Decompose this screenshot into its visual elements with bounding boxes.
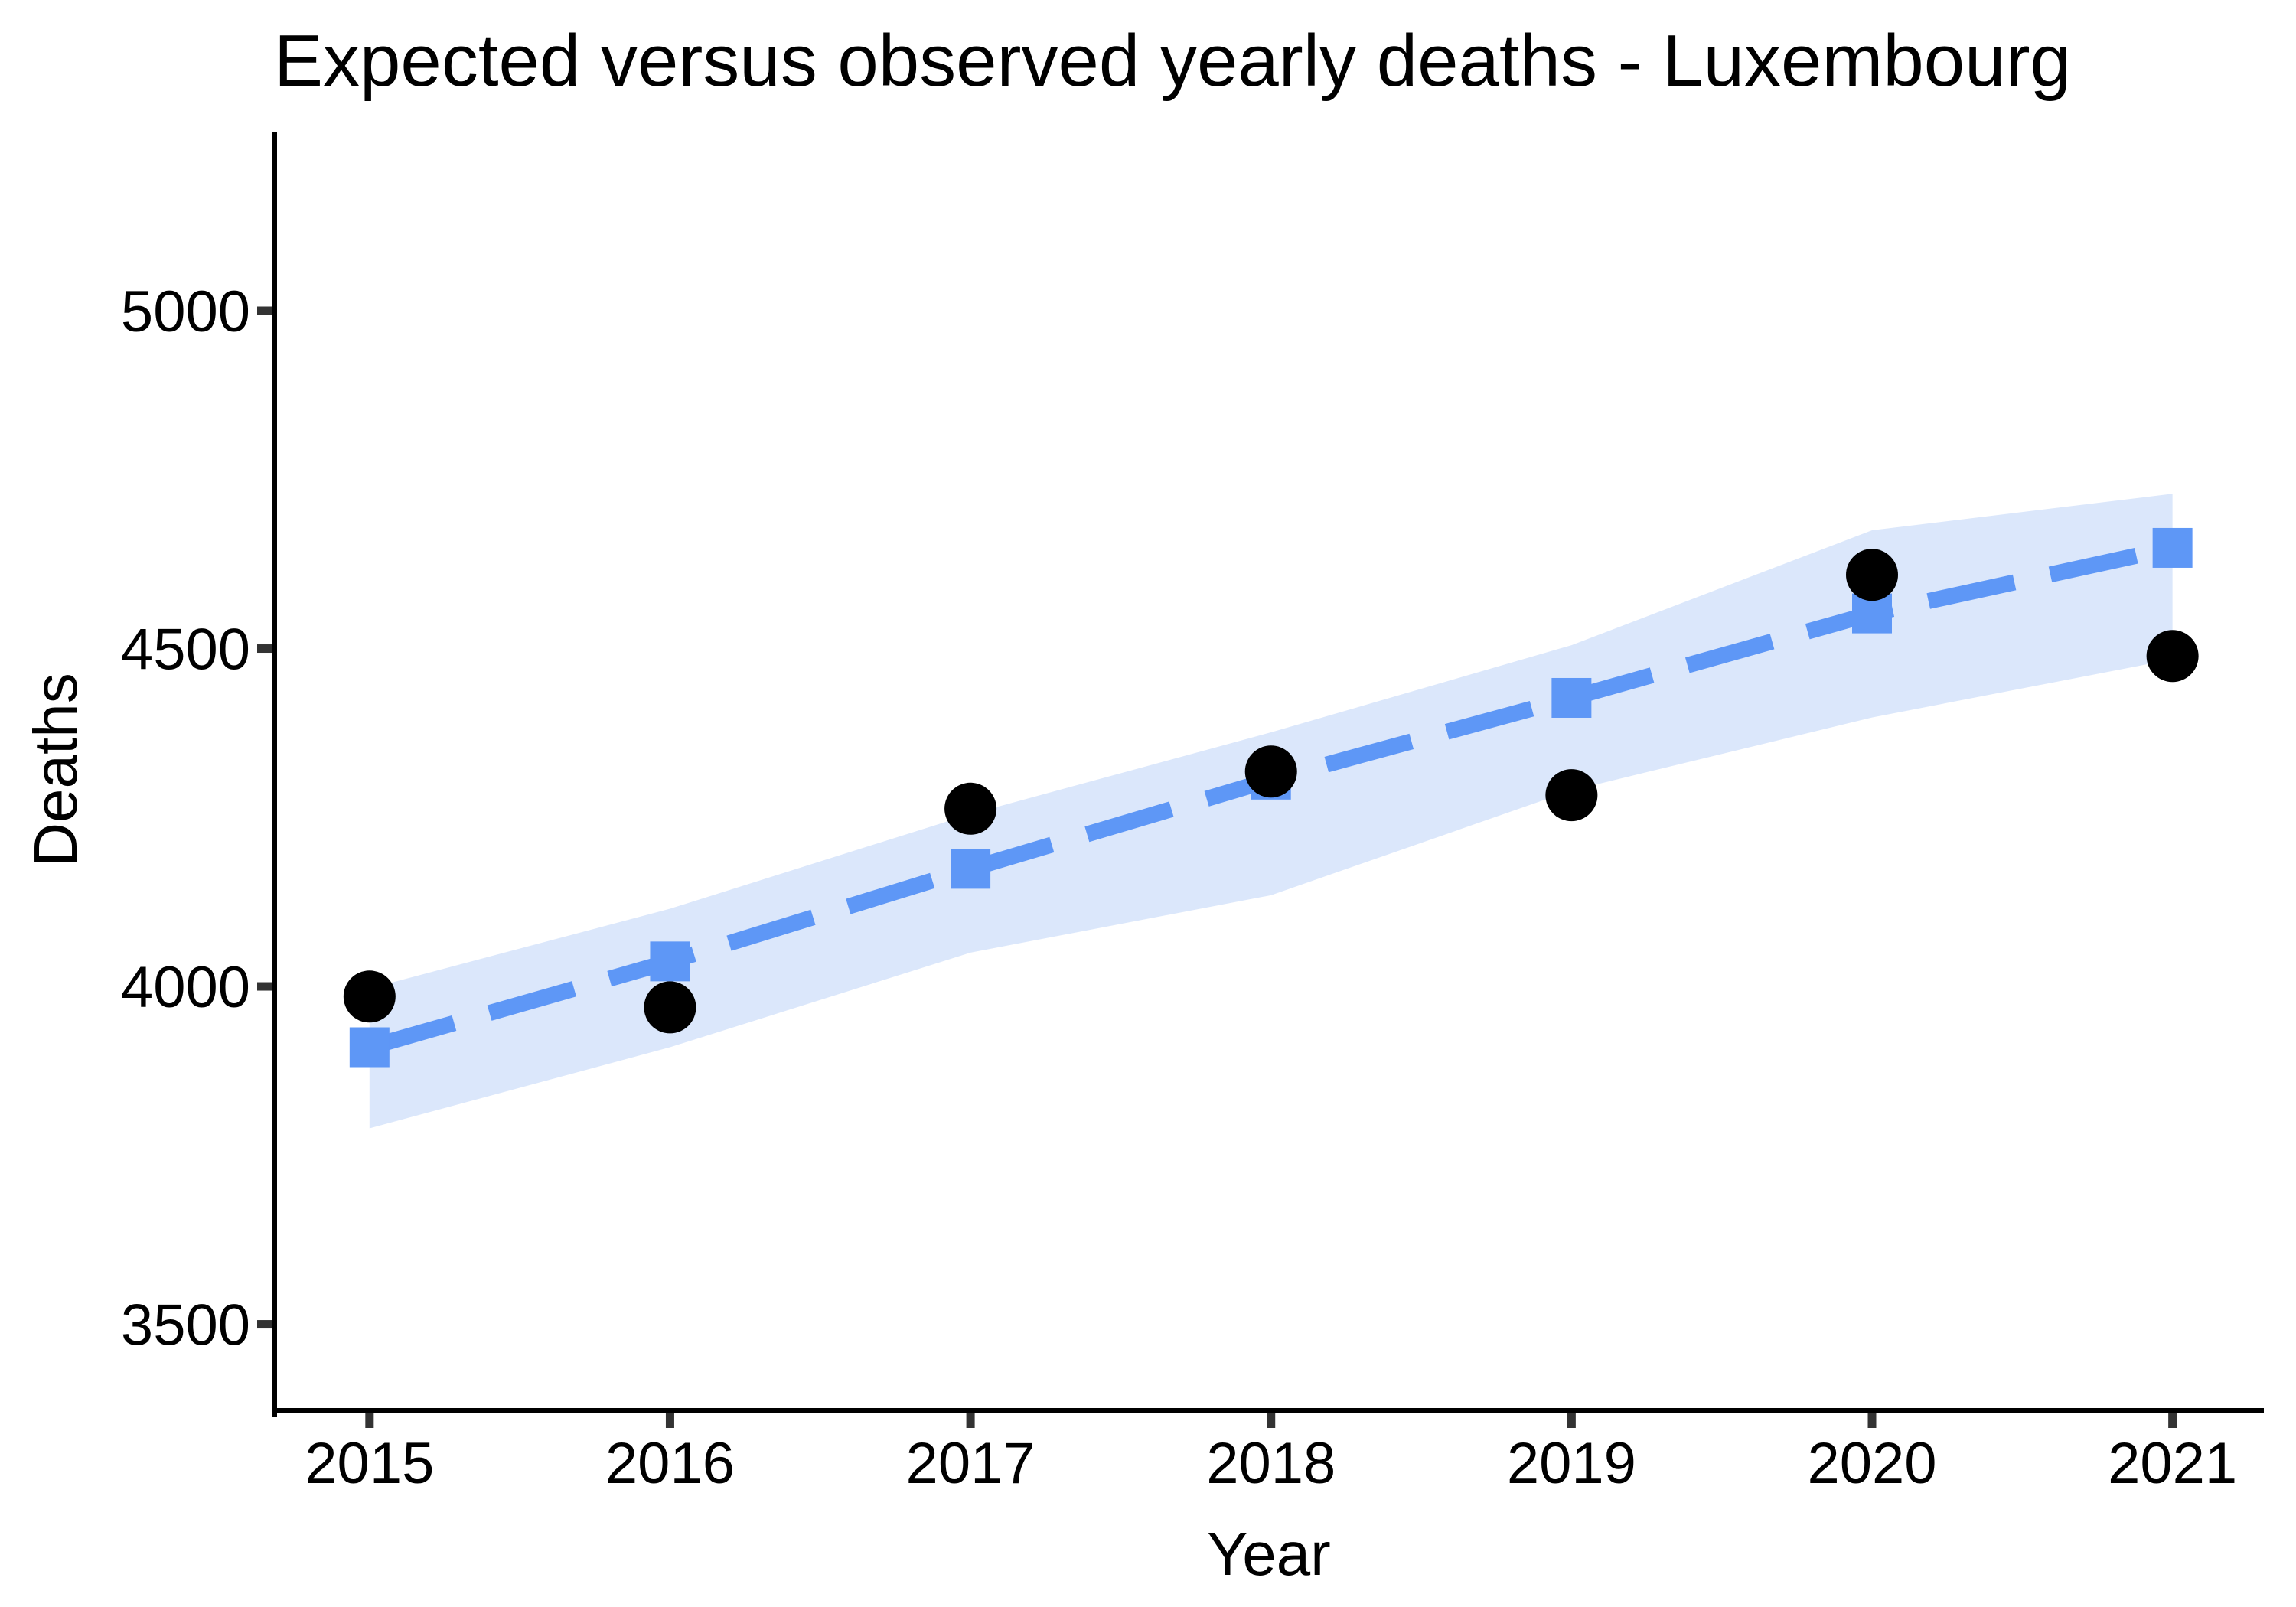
x-tick-label-2019: 2019 <box>1507 1431 1636 1496</box>
y-tick-label-4000: 4000 <box>121 955 250 1020</box>
expected-point-2021 <box>2152 527 2193 568</box>
y-tick-label-3500: 3500 <box>121 1293 250 1358</box>
y-tick-label-4500: 4500 <box>121 618 250 683</box>
x-tick-label-2021: 2021 <box>2108 1431 2237 1496</box>
x-tick-label-2018: 2018 <box>1206 1431 1336 1496</box>
observed-point-2018 <box>1244 745 1297 798</box>
observed-point-2015 <box>343 970 396 1023</box>
expected-point-2015 <box>349 1027 390 1068</box>
x-tick-label-2015: 2015 <box>305 1431 434 1496</box>
expected-point-2017 <box>951 849 991 889</box>
observed-point-2016 <box>644 981 696 1034</box>
expected-point-2016 <box>650 941 690 982</box>
plot-area: 3500 4000 4500 5000 2015 2016 2017 2018 2019 2020… <box>121 132 2264 1496</box>
x-tick-label-2020: 2020 <box>1807 1431 1936 1496</box>
chart-title: Expected versus observed yearly deaths -… <box>274 20 2071 102</box>
y-axis-title: Deaths <box>21 673 90 866</box>
x-axis-title: Year <box>1207 1520 1331 1588</box>
x-tick-2018 <box>1267 1413 1276 1428</box>
y-axis-line <box>272 132 277 1417</box>
y-tick-3500 <box>257 1320 272 1329</box>
y-tick-label-5000: 5000 <box>121 279 250 344</box>
observed-point-2020 <box>1846 549 1899 601</box>
x-axis-line <box>272 1408 2264 1413</box>
confidence-band <box>369 494 2173 1129</box>
x-tick-label-2017: 2017 <box>906 1431 1035 1496</box>
x-tick-2015 <box>365 1413 374 1428</box>
x-tick-2017 <box>966 1413 975 1428</box>
observed-point-2019 <box>1545 769 1598 822</box>
x-tick-label-2016: 2016 <box>605 1431 735 1496</box>
y-tick-4000 <box>257 982 272 991</box>
y-tick-5000 <box>257 306 272 315</box>
observed-point-2017 <box>944 782 997 835</box>
expected-point-2019 <box>1551 677 1592 718</box>
observed-point-2021 <box>2146 630 2199 683</box>
x-tick-2020 <box>1867 1413 1877 1428</box>
x-tick-2021 <box>2168 1413 2177 1428</box>
y-tick-4500 <box>257 644 272 654</box>
x-tick-2019 <box>1567 1413 1576 1428</box>
x-tick-2016 <box>665 1413 674 1428</box>
